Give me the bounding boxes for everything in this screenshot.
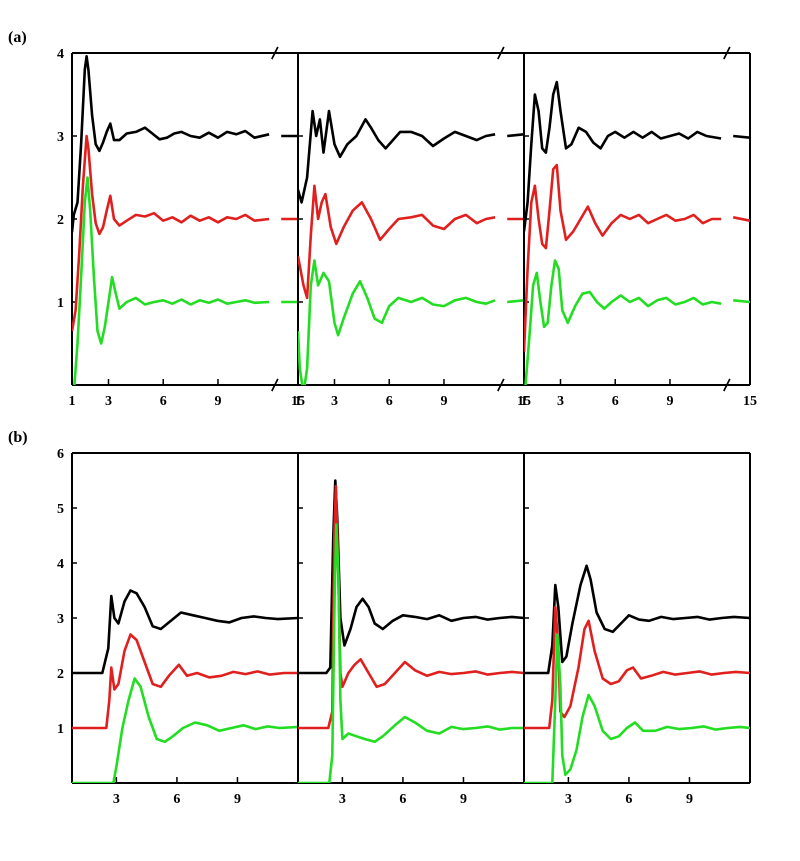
subplot-b-2: 3 6 9 xyxy=(297,452,524,807)
series-line-black xyxy=(72,589,298,675)
subplot-b-3: 3 6 9 xyxy=(523,452,751,807)
series-line-green xyxy=(524,633,750,783)
y-tick-label: 3 xyxy=(57,130,64,145)
x-tick-label: 15 xyxy=(517,394,531,409)
x-tick-label: 6 xyxy=(625,792,632,807)
x-tick-label: 6 xyxy=(173,792,180,807)
x-tick-label: 1 xyxy=(521,394,528,409)
x-tick-label: 3 xyxy=(113,792,120,807)
series-line-green xyxy=(72,677,298,783)
series-line-green xyxy=(298,259,496,385)
x-tick-label: 9 xyxy=(666,394,673,409)
series-line-red xyxy=(524,605,750,730)
axis-break-mark xyxy=(723,378,731,392)
y-tick-label: 4 xyxy=(57,47,64,62)
axis-break-mark xyxy=(271,46,279,60)
y-tick-label: 1 xyxy=(57,722,64,737)
series-line-black xyxy=(524,564,750,675)
series-line-green xyxy=(507,299,524,304)
axis-break-mark xyxy=(271,378,279,392)
x-tick-label: 3 xyxy=(339,792,346,807)
x-tick-label: 15 xyxy=(743,394,757,409)
series-line-green xyxy=(733,299,750,304)
x-tick-label: 3 xyxy=(105,394,112,409)
series-line-red xyxy=(298,184,496,300)
series-line-black xyxy=(733,134,750,139)
y-tick-label: 2 xyxy=(57,667,64,682)
panel-label-b: (b) xyxy=(8,429,28,446)
series-line-black xyxy=(298,109,496,204)
y-tick-label: 1 xyxy=(57,296,64,311)
x-tick-label: 6 xyxy=(612,394,619,409)
x-tick-label: 9 xyxy=(440,394,447,409)
axis-break-mark xyxy=(497,378,505,392)
x-tick-label: 9 xyxy=(686,792,693,807)
y-tick-label: 3 xyxy=(57,612,64,627)
x-tick-label: 9 xyxy=(234,792,241,807)
x-tick-label: 1 xyxy=(69,394,76,409)
x-tick-label: 9 xyxy=(214,394,221,409)
y-tick-label: 4 xyxy=(57,557,64,572)
series-line-red xyxy=(72,633,298,730)
series-line-red xyxy=(524,163,722,352)
series-line-red xyxy=(298,484,524,730)
subplot-a-3: 1 3 6 9 15 xyxy=(521,46,757,409)
x-tick-label: 3 xyxy=(331,394,338,409)
x-tick-label: 1 xyxy=(295,394,302,409)
axis-break-mark xyxy=(497,46,505,60)
series-line-red xyxy=(72,134,270,332)
panel-label-a: (a) xyxy=(8,29,27,46)
x-tick-label: 15 xyxy=(291,394,305,409)
series-line-green xyxy=(73,176,270,385)
subplot-a-2: 1 3 6 9 15 xyxy=(295,46,531,409)
x-tick-label: 3 xyxy=(565,792,572,807)
x-tick-label: 6 xyxy=(399,792,406,807)
x-tick-label: 6 xyxy=(386,394,393,409)
y-tick-label: 2 xyxy=(57,213,64,228)
series-line-red xyxy=(732,216,750,222)
x-tick-label: 3 xyxy=(557,394,564,409)
axis-break-mark xyxy=(723,46,731,60)
series-line-black xyxy=(72,55,270,233)
x-tick-label: 6 xyxy=(160,394,167,409)
series-line-black xyxy=(524,80,722,232)
series-line-black xyxy=(507,133,524,138)
y-tick-label: 5 xyxy=(57,502,64,517)
y-tick-label: 6 xyxy=(57,447,64,462)
series-line-green xyxy=(298,523,524,783)
x-tick-label: 9 xyxy=(460,792,467,807)
series-line-green xyxy=(524,259,722,385)
